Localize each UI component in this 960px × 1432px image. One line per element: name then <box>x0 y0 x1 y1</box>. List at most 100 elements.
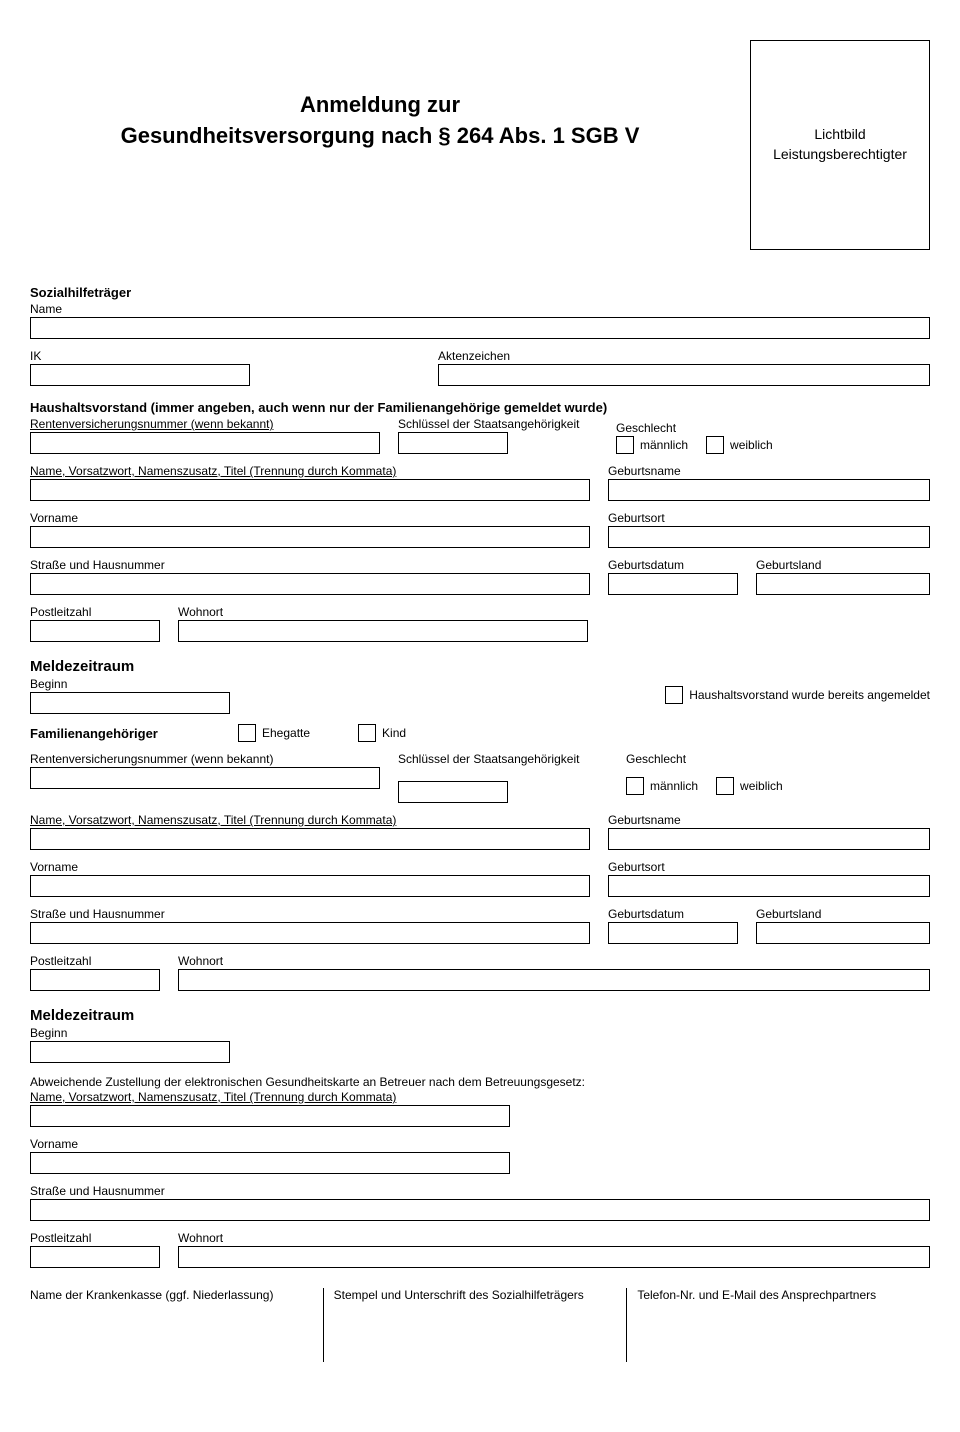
hhv-gebdatum-input[interactable] <box>608 573 738 595</box>
fam-schluessel-input[interactable] <box>398 781 508 803</box>
fam-gebname-input[interactable] <box>608 828 930 850</box>
photo-label-1: Lichtbild <box>814 125 865 145</box>
hhv-gebland-label: Geburtsland <box>756 558 930 572</box>
hhv-gebname-label: Geburtsname <box>608 464 930 478</box>
fam-wohnort-input[interactable] <box>178 969 930 991</box>
traeger-az-label: Aktenzeichen <box>438 349 930 363</box>
photo-placeholder: Lichtbild Leistungsberechtigter <box>750 40 930 250</box>
hhv-weiblich-label: weiblich <box>730 438 773 452</box>
fam-strasse-label: Straße und Hausnummer <box>30 907 590 921</box>
hhv-schluessel-label: Schlüssel der Staatsangehörigkeit <box>398 417 598 431</box>
mz2-beginn-label: Beginn <box>30 1026 230 1040</box>
title-line-1: Anmeldung zur <box>300 92 460 117</box>
traeger-heading: Sozialhilfeträger <box>30 285 930 300</box>
fam-wohnort-label: Wohnort <box>178 954 930 968</box>
hhv-maennlich-option[interactable]: männlich <box>616 436 688 454</box>
checkbox-icon <box>358 724 376 742</box>
hhv-strasse-input[interactable] <box>30 573 590 595</box>
hhv-plz-input[interactable] <box>30 620 160 642</box>
hhv-maennlich-label: männlich <box>640 438 688 452</box>
mz1-beginn-input[interactable] <box>30 692 230 714</box>
hhv-gebland-input[interactable] <box>756 573 930 595</box>
hhv-vorname-label: Vorname <box>30 511 590 525</box>
traeger-name-input[interactable] <box>30 317 930 339</box>
abw-wohnort-input[interactable] <box>178 1246 930 1268</box>
checkbox-icon <box>616 436 634 454</box>
fam-maennlich-label: männlich <box>650 779 698 793</box>
photo-label-2: Leistungsberechtigter <box>773 145 907 165</box>
hhv-plz-label: Postleitzahl <box>30 605 160 619</box>
fam-gebort-input[interactable] <box>608 875 930 897</box>
hhv-nvnt-input[interactable] <box>30 479 590 501</box>
fam-gebdatum-input[interactable] <box>608 922 738 944</box>
fam-gebname-label: Geburtsname <box>608 813 930 827</box>
hhv-geschlecht-label: Geschlecht <box>616 421 930 435</box>
hhv-gebname-input[interactable] <box>608 479 930 501</box>
fam-gebdatum-label: Geburtsdatum <box>608 907 738 921</box>
hhv-weiblich-option[interactable]: weiblich <box>706 436 773 454</box>
mz1-bereits-label: Haushaltsvorstand wurde bereits angemeld… <box>689 688 930 702</box>
abw-nvnt-input[interactable] <box>30 1105 510 1127</box>
hhv-rv-input[interactable] <box>30 432 380 454</box>
fam-weiblich-label: weiblich <box>740 779 783 793</box>
traeger-ik-input[interactable] <box>30 364 250 386</box>
fam-nvnt-label: Name, Vorsatzwort, Namenszusatz, Titel (… <box>30 813 590 827</box>
checkbox-icon <box>665 686 683 704</box>
abw-strasse-label: Straße und Hausnummer <box>30 1184 930 1198</box>
fam-plz-label: Postleitzahl <box>30 954 160 968</box>
fam-weiblich-option[interactable]: weiblich <box>716 777 783 795</box>
hhv-heading: Haushaltsvorstand (immer angeben, auch w… <box>30 400 930 415</box>
fam-vorname-label: Vorname <box>30 860 590 874</box>
checkbox-icon <box>626 777 644 795</box>
abw-plz-input[interactable] <box>30 1246 160 1268</box>
hhv-gebort-label: Geburtsort <box>608 511 930 525</box>
fam-gebland-input[interactable] <box>756 922 930 944</box>
checkbox-icon <box>716 777 734 795</box>
fam-schluessel-label: Schlüssel der Staatsangehörigkeit <box>398 752 608 780</box>
fam-plz-input[interactable] <box>30 969 160 991</box>
fam-kind-label: Kind <box>382 726 406 740</box>
abw-intro: Abweichende Zustellung der elektronische… <box>30 1075 930 1089</box>
footer-telefon: Telefon-Nr. und E-Mail des Ansprechpartn… <box>626 1288 930 1362</box>
abw-wohnort-label: Wohnort <box>178 1231 930 1245</box>
abw-nvnt-label: Name, Vorsatzwort, Namenszusatz, Titel (… <box>30 1090 510 1104</box>
abw-vorname-label: Vorname <box>30 1137 510 1151</box>
mz2-beginn-input[interactable] <box>30 1041 230 1063</box>
fam-geschlecht-label: Geschlecht <box>626 752 930 766</box>
hhv-strasse-label: Straße und Hausnummer <box>30 558 590 572</box>
mz1-heading: Meldezeitraum <box>30 658 930 675</box>
fam-ehegatte-label: Ehegatte <box>262 726 310 740</box>
hhv-schluessel-input[interactable] <box>398 432 508 454</box>
abw-strasse-input[interactable] <box>30 1199 930 1221</box>
page-title-block: Anmeldung zur Gesundheitsversorgung nach… <box>30 40 750 152</box>
hhv-gebdatum-label: Geburtsdatum <box>608 558 738 572</box>
checkbox-icon <box>238 724 256 742</box>
traeger-ik-label: IK <box>30 349 250 363</box>
footer-stempel: Stempel und Unterschrift des Sozialhilfe… <box>323 1288 627 1362</box>
fam-nvnt-input[interactable] <box>30 828 590 850</box>
hhv-wohnort-input[interactable] <box>178 620 588 642</box>
fam-gebort-label: Geburtsort <box>608 860 930 874</box>
title-line-2: Gesundheitsversorgung nach § 264 Abs. 1 … <box>121 123 640 148</box>
fam-strasse-input[interactable] <box>30 922 590 944</box>
hhv-gebort-input[interactable] <box>608 526 930 548</box>
footer-krankenkasse: Name der Krankenkasse (ggf. Niederlassun… <box>30 1288 323 1362</box>
traeger-az-input[interactable] <box>438 364 930 386</box>
fam-maennlich-option[interactable]: männlich <box>626 777 698 795</box>
fam-rv-label: Rentenversicherungsnummer (wenn bekannt) <box>30 752 290 766</box>
abw-plz-label: Postleitzahl <box>30 1231 160 1245</box>
mz2-heading: Meldezeitraum <box>30 1007 930 1024</box>
fam-ehegatte-option[interactable]: Ehegatte <box>238 724 310 742</box>
abw-vorname-input[interactable] <box>30 1152 510 1174</box>
hhv-vorname-input[interactable] <box>30 526 590 548</box>
page-title: Anmeldung zur Gesundheitsversorgung nach… <box>30 90 730 152</box>
fam-gebland-label: Geburtsland <box>756 907 930 921</box>
footer-row: Name der Krankenkasse (ggf. Niederlassun… <box>30 1288 930 1362</box>
mz1-bereits-option[interactable]: Haushaltsvorstand wurde bereits angemeld… <box>665 686 930 704</box>
hhv-wohnort-label: Wohnort <box>178 605 588 619</box>
traeger-name-label: Name <box>30 302 930 316</box>
mz1-beginn-label: Beginn <box>30 677 230 691</box>
fam-kind-option[interactable]: Kind <box>358 724 406 742</box>
fam-vorname-input[interactable] <box>30 875 590 897</box>
fam-rv-input[interactable] <box>30 767 380 789</box>
